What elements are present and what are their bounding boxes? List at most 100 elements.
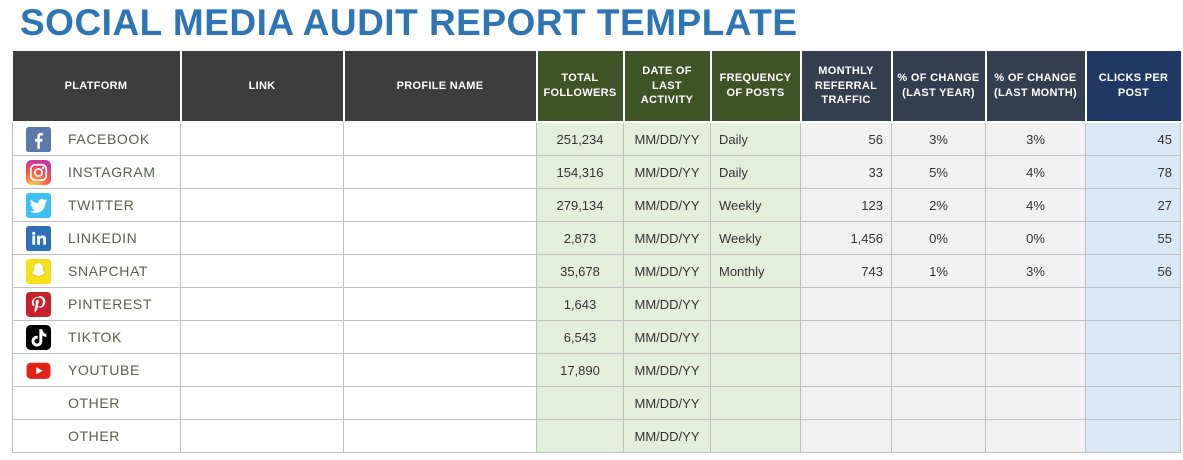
cell-profile_name[interactable] [343,320,537,354]
cell-clicks_per_post[interactable] [1085,386,1181,420]
cell-frequency_of_posts[interactable] [710,419,801,453]
cell-platform[interactable]: INSTAGRAM [12,155,181,189]
cell-total_followers[interactable]: 251,234 [536,121,624,156]
cell-monthly_referral_traffic[interactable] [800,353,892,387]
cell-profile_name[interactable] [343,254,537,288]
column-header-platform[interactable]: PLATFORM [12,51,182,123]
cell-link[interactable] [180,188,344,222]
cell-monthly_referral_traffic[interactable] [800,386,892,420]
cell-date_of_last_activity[interactable]: MM/DD/YY [623,386,711,420]
cell-pct_change_last_month[interactable]: 4% [985,188,1086,222]
cell-date_of_last_activity[interactable]: MM/DD/YY [623,254,711,288]
cell-link[interactable] [180,287,344,321]
cell-pct_change_last_year[interactable]: 2% [891,188,986,222]
cell-profile_name[interactable] [343,155,537,189]
cell-frequency_of_posts[interactable]: Monthly [710,254,801,288]
cell-monthly_referral_traffic[interactable]: 743 [800,254,892,288]
cell-frequency_of_posts[interactable] [710,386,801,420]
column-header-monthly_referral_traffic[interactable]: MONTHLY REFERRAL TRAFFIC [800,51,893,123]
cell-platform[interactable]: FACEBOOK [12,121,181,156]
cell-monthly_referral_traffic[interactable] [800,320,892,354]
cell-pct_change_last_year[interactable] [891,320,986,354]
cell-date_of_last_activity[interactable]: MM/DD/YY [623,353,711,387]
cell-platform[interactable]: TWITTER [12,188,181,222]
cell-platform[interactable]: PINTEREST [12,287,181,321]
cell-frequency_of_posts[interactable] [710,353,801,387]
cell-platform[interactable]: TIKTOK [12,320,181,354]
cell-pct_change_last_year[interactable] [891,419,986,453]
cell-profile_name[interactable] [343,386,537,420]
cell-pct_change_last_year[interactable]: 1% [891,254,986,288]
cell-profile_name[interactable] [343,221,537,255]
cell-link[interactable] [180,353,344,387]
cell-platform[interactable]: LINKEDIN [12,221,181,255]
cell-link[interactable] [180,155,344,189]
cell-pct_change_last_month[interactable] [985,287,1086,321]
cell-frequency_of_posts[interactable] [710,320,801,354]
cell-profile_name[interactable] [343,121,537,156]
cell-pct_change_last_month[interactable] [985,320,1086,354]
column-header-link[interactable]: LINK [180,51,345,123]
cell-total_followers[interactable] [536,386,624,420]
cell-monthly_referral_traffic[interactable]: 56 [800,121,892,156]
cell-date_of_last_activity[interactable]: MM/DD/YY [623,188,711,222]
column-header-frequency_of_posts[interactable]: FREQUENCY OF POSTS [710,51,802,123]
cell-total_followers[interactable]: 6,543 [536,320,624,354]
cell-pct_change_last_month[interactable]: 0% [985,221,1086,255]
cell-pct_change_last_year[interactable] [891,287,986,321]
cell-platform[interactable]: YOUTUBE [12,353,181,387]
cell-pct_change_last_year[interactable]: 3% [891,121,986,156]
cell-clicks_per_post[interactable]: 45 [1085,121,1181,156]
cell-date_of_last_activity[interactable]: MM/DD/YY [623,155,711,189]
cell-platform[interactable]: OTHER [12,419,181,453]
cell-frequency_of_posts[interactable]: Weekly [710,188,801,222]
cell-clicks_per_post[interactable]: 55 [1085,221,1181,255]
cell-clicks_per_post[interactable] [1085,320,1181,354]
cell-pct_change_last_year[interactable]: 5% [891,155,986,189]
cell-pct_change_last_month[interactable] [985,419,1086,453]
cell-link[interactable] [180,320,344,354]
column-header-clicks_per_post[interactable]: CLICKS PER POST [1085,51,1181,123]
cell-date_of_last_activity[interactable]: MM/DD/YY [623,320,711,354]
cell-pct_change_last_year[interactable] [891,386,986,420]
cell-link[interactable] [180,221,344,255]
cell-monthly_referral_traffic[interactable]: 123 [800,188,892,222]
cell-clicks_per_post[interactable]: 56 [1085,254,1181,288]
cell-total_followers[interactable]: 17,890 [536,353,624,387]
cell-pct_change_last_month[interactable]: 3% [985,121,1086,156]
cell-total_followers[interactable]: 279,134 [536,188,624,222]
cell-date_of_last_activity[interactable]: MM/DD/YY [623,221,711,255]
cell-frequency_of_posts[interactable]: Daily [710,121,801,156]
cell-frequency_of_posts[interactable]: Weekly [710,221,801,255]
cell-monthly_referral_traffic[interactable]: 33 [800,155,892,189]
cell-date_of_last_activity[interactable]: MM/DD/YY [623,419,711,453]
cell-link[interactable] [180,121,344,156]
cell-clicks_per_post[interactable] [1085,287,1181,321]
cell-profile_name[interactable] [343,188,537,222]
cell-pct_change_last_year[interactable]: 0% [891,221,986,255]
cell-profile_name[interactable] [343,287,537,321]
cell-platform[interactable]: OTHER [12,386,181,420]
cell-pct_change_last_month[interactable] [985,353,1086,387]
column-header-pct_change_last_month[interactable]: % OF CHANGE (LAST MONTH) [985,51,1087,123]
cell-link[interactable] [180,254,344,288]
cell-link[interactable] [180,419,344,453]
column-header-date_of_last_activity[interactable]: DATE OF LAST ACTIVITY [623,51,712,123]
cell-pct_change_last_month[interactable]: 3% [985,254,1086,288]
cell-total_followers[interactable]: 2,873 [536,221,624,255]
cell-monthly_referral_traffic[interactable] [800,287,892,321]
cell-clicks_per_post[interactable]: 27 [1085,188,1181,222]
cell-pct_change_last_month[interactable]: 4% [985,155,1086,189]
cell-pct_change_last_year[interactable] [891,353,986,387]
cell-total_followers[interactable]: 1,643 [536,287,624,321]
cell-profile_name[interactable] [343,353,537,387]
cell-platform[interactable]: SNAPCHAT [12,254,181,288]
cell-monthly_referral_traffic[interactable] [800,419,892,453]
column-header-pct_change_last_year[interactable]: % OF CHANGE (LAST YEAR) [891,51,987,123]
cell-total_followers[interactable]: 35,678 [536,254,624,288]
cell-date_of_last_activity[interactable]: MM/DD/YY [623,121,711,156]
cell-frequency_of_posts[interactable]: Daily [710,155,801,189]
cell-frequency_of_posts[interactable] [710,287,801,321]
column-header-profile_name[interactable]: PROFILE NAME [343,51,538,123]
column-header-total_followers[interactable]: TOTAL FOLLOWERS [536,51,625,123]
